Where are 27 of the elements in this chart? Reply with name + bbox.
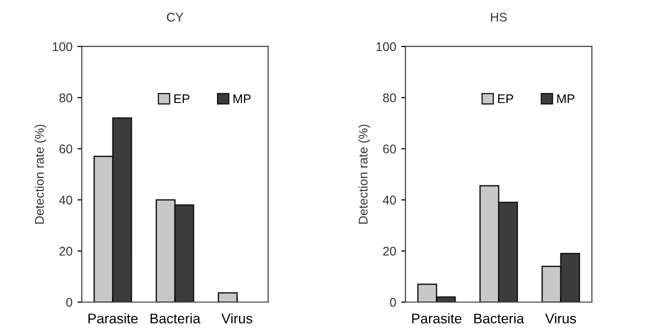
y-tick-label: 0	[66, 298, 72, 307]
x-tick-label: Virus	[221, 313, 252, 324]
chart-title: CY	[166, 12, 184, 22]
x-tick-label: Parasite	[412, 313, 462, 324]
chart-title: HS	[491, 12, 507, 22]
legend-label: EP	[498, 94, 514, 104]
y-tick-label: 0	[390, 298, 396, 307]
y-tick-label: 60	[383, 144, 396, 154]
legend-label: EP	[174, 94, 190, 104]
x-tick-label: Bacteria	[150, 313, 200, 324]
y-axis-title: Detection rate (%)	[34, 124, 46, 224]
bar	[218, 292, 238, 302]
y-tick-label: 40	[382, 196, 396, 205]
y-tick-label: 100	[376, 42, 396, 52]
x-tick-label: Virus	[545, 313, 576, 324]
y-tick-label: 20	[383, 246, 396, 256]
legend-label: MP	[557, 94, 574, 104]
y-tick-label: 60	[59, 144, 72, 154]
y-axis-title: Detection rate (%)	[358, 124, 370, 224]
y-tick-label: 100	[52, 42, 72, 52]
x-tick-label: Parasite	[88, 313, 138, 324]
legend-label: MP	[234, 94, 251, 104]
y-tick-label: 40	[59, 196, 72, 205]
y-tick-label: 20	[59, 246, 72, 256]
x-tick-label: Bacteria	[474, 313, 524, 324]
y-tick-label: 80	[59, 93, 72, 102]
y-tick-label: 80	[383, 93, 396, 102]
